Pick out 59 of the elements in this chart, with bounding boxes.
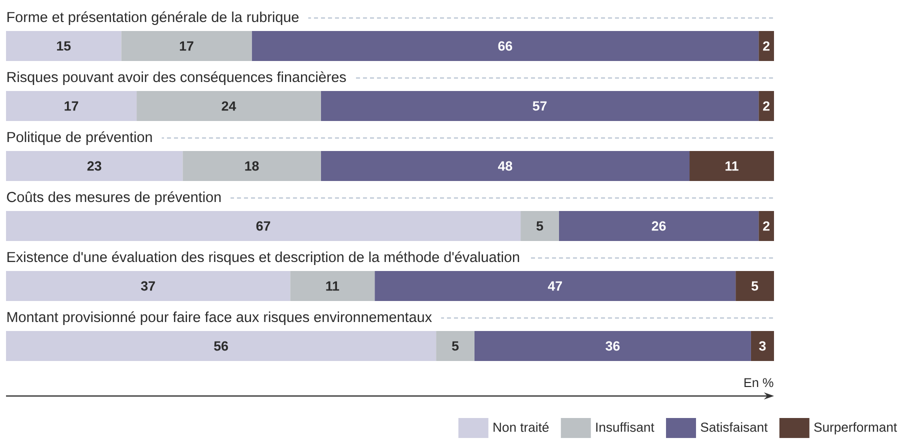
data-label: 11 <box>326 281 340 291</box>
legend-label: Non traité <box>494 422 549 432</box>
legend-label: Satisfaisant <box>700 422 768 432</box>
bar <box>6 210 521 241</box>
data-label: 66 <box>498 41 512 51</box>
y-tick-label: Politique de prévention <box>7 131 152 145</box>
legend-label: Insuffisant <box>596 422 654 432</box>
bar <box>252 31 759 61</box>
legend-label: Surperformant <box>814 422 897 434</box>
y-tick-label: Montant provisionné pour faire face aux risques environnementaux <box>7 311 432 325</box>
bar <box>320 150 690 181</box>
data-label: 17 <box>180 41 194 51</box>
y-tick-label: Risques pouvant avoir des conséquences financières <box>7 71 346 85</box>
bar <box>736 270 774 301</box>
bar <box>374 270 736 301</box>
data-label: 26 <box>652 221 666 231</box>
data-label: 5 <box>536 221 544 231</box>
bar <box>6 31 122 61</box>
bar <box>290 270 375 301</box>
data-label: 57 <box>532 101 547 111</box>
y-tick-label: Existence d'une évaluation des risques et description de la méthode d'évaluation <box>7 251 520 265</box>
bar <box>320 91 759 121</box>
bar <box>758 31 774 61</box>
data-label: 15 <box>57 41 71 51</box>
data-label: 47 <box>548 281 562 291</box>
bar <box>750 330 774 361</box>
bar <box>758 210 774 241</box>
bar <box>758 91 774 121</box>
data-label: 17 <box>64 101 78 111</box>
bar <box>474 330 751 361</box>
data-label: 23 <box>87 161 102 171</box>
data-label: 24 <box>222 101 236 111</box>
bar <box>436 330 474 361</box>
data-label: 5 <box>752 281 758 291</box>
data-label: 48 <box>498 161 512 171</box>
bar <box>6 91 137 121</box>
data-label: 11 <box>726 161 738 171</box>
bar <box>136 91 321 121</box>
data-label: 37 <box>140 281 155 291</box>
y-tick-label: Forme et présentation générale de la rubrique <box>7 11 299 25</box>
bar <box>6 150 183 181</box>
bar <box>690 150 774 181</box>
bar <box>558 210 759 241</box>
bar <box>121 31 252 61</box>
data-label: 2 <box>763 221 770 231</box>
bar <box>6 330 436 361</box>
data-label: 2 <box>763 41 770 51</box>
y-tick-label: Coûts des mesures de prévention <box>7 191 221 205</box>
data-label: 18 <box>245 161 259 171</box>
data-label: 56 <box>214 341 228 351</box>
data-label: 5 <box>452 341 459 351</box>
bar <box>6 270 290 301</box>
data-label: 2 <box>763 101 770 111</box>
bar <box>182 150 321 181</box>
x-axis-title: En % <box>744 378 774 388</box>
data-label: 67 <box>256 221 270 231</box>
bar <box>520 210 559 241</box>
data-label: 36 <box>606 341 620 351</box>
data-label: 3 <box>759 341 766 351</box>
